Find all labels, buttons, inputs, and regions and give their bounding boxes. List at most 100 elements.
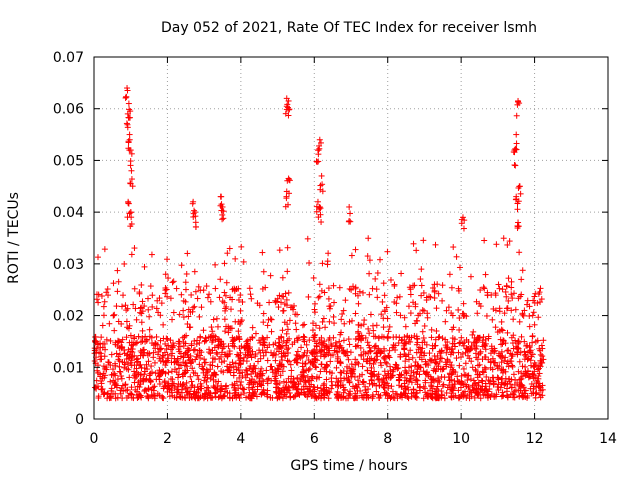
- data-point: [470, 377, 477, 384]
- data-point: [143, 388, 150, 395]
- data-point: [284, 326, 291, 333]
- data-point: [490, 378, 497, 385]
- data-point: [211, 356, 218, 363]
- data-point: [287, 361, 294, 368]
- data-point: [197, 385, 204, 392]
- data-point: [417, 276, 424, 283]
- data-point: [492, 359, 499, 366]
- data-point: [244, 337, 251, 344]
- data-point: [334, 388, 341, 395]
- data-point: [366, 270, 373, 277]
- data-point: [131, 285, 138, 292]
- data-point: [284, 321, 291, 328]
- data-point: [111, 370, 118, 377]
- data-point: [523, 353, 530, 360]
- data-point: [190, 304, 197, 311]
- data-point: [286, 335, 293, 342]
- data-point: [488, 390, 495, 397]
- data-point: [378, 311, 385, 318]
- data-point: [381, 345, 388, 352]
- data-point: [309, 360, 316, 367]
- data-point: [509, 390, 516, 397]
- data-point: [391, 395, 398, 402]
- data-point: [348, 252, 355, 259]
- data-point: [284, 201, 291, 208]
- data-point: [387, 363, 394, 370]
- data-point: [351, 385, 358, 392]
- data-point: [365, 325, 372, 332]
- data-point: [221, 316, 228, 323]
- data-point: [279, 395, 286, 402]
- data-point: [126, 374, 133, 381]
- data-point: [302, 392, 309, 399]
- data-point: [113, 303, 120, 310]
- data-point: [358, 322, 365, 329]
- data-point: [338, 316, 345, 323]
- data-point: [342, 297, 349, 304]
- data-point: [148, 251, 155, 258]
- data-point: [396, 293, 403, 300]
- data-point: [200, 287, 207, 294]
- data-point: [346, 341, 353, 348]
- data-point: [508, 291, 515, 298]
- data-point: [223, 303, 230, 310]
- data-point: [309, 391, 316, 398]
- data-point: [154, 297, 161, 304]
- data-point: [362, 350, 369, 357]
- data-point: [498, 318, 505, 325]
- data-point: [421, 307, 428, 314]
- data-point: [394, 294, 401, 301]
- data-point: [375, 376, 382, 383]
- data-point: [399, 336, 406, 343]
- data-point: [209, 328, 216, 335]
- data-point: [125, 139, 132, 146]
- data-point: [168, 368, 175, 375]
- data-point: [94, 341, 101, 348]
- data-point: [231, 343, 238, 350]
- data-point: [123, 334, 130, 341]
- data-point: [514, 206, 521, 213]
- data-point: [387, 276, 394, 283]
- data-point: [447, 386, 454, 393]
- data-point: [345, 336, 352, 343]
- data-point: [481, 285, 488, 292]
- data-point: [489, 355, 496, 362]
- data-point: [420, 383, 427, 390]
- data-point: [457, 354, 464, 361]
- data-point: [539, 392, 546, 399]
- data-point: [364, 253, 371, 260]
- data-point: [452, 343, 459, 350]
- data-point: [282, 384, 289, 391]
- data-point: [98, 334, 105, 341]
- data-point: [125, 200, 132, 207]
- data-point: [124, 324, 131, 331]
- data-point: [169, 279, 176, 286]
- data-point: [529, 339, 536, 346]
- data-point: [119, 395, 126, 402]
- data-point: [290, 375, 297, 382]
- data-point: [149, 292, 156, 299]
- data-point: [237, 307, 244, 314]
- data-point: [153, 305, 160, 312]
- data-point: [176, 343, 183, 350]
- data-point: [108, 351, 115, 358]
- data-point: [180, 354, 187, 361]
- data-point: [466, 355, 473, 362]
- data-point: [453, 355, 460, 362]
- data-point: [532, 374, 539, 381]
- data-point: [301, 349, 308, 356]
- data-point: [139, 347, 146, 354]
- data-point: [446, 271, 453, 278]
- data-point: [381, 368, 388, 375]
- data-point: [401, 390, 408, 397]
- data-point: [366, 291, 373, 298]
- data-point: [358, 332, 365, 339]
- data-point: [464, 346, 471, 353]
- data-point: [455, 387, 462, 394]
- data-point: [136, 290, 143, 297]
- data-point: [428, 390, 435, 397]
- data-point: [522, 363, 529, 370]
- data-point: [138, 304, 145, 311]
- data-point: [482, 340, 489, 347]
- data-point: [482, 383, 489, 390]
